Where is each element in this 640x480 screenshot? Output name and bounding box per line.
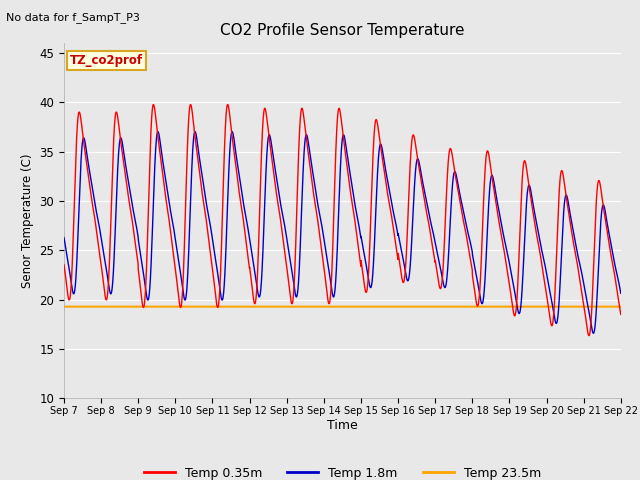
Legend: Temp 0.35m, Temp 1.8m, Temp 23.5m: Temp 0.35m, Temp 1.8m, Temp 23.5m (138, 461, 547, 480)
Y-axis label: Senor Temperature (C): Senor Temperature (C) (21, 154, 34, 288)
Title: CO2 Profile Sensor Temperature: CO2 Profile Sensor Temperature (220, 23, 465, 38)
X-axis label: Time: Time (327, 419, 358, 432)
Text: No data for f_SampT_P3: No data for f_SampT_P3 (6, 12, 140, 23)
Text: TZ_co2prof: TZ_co2prof (70, 54, 143, 67)
